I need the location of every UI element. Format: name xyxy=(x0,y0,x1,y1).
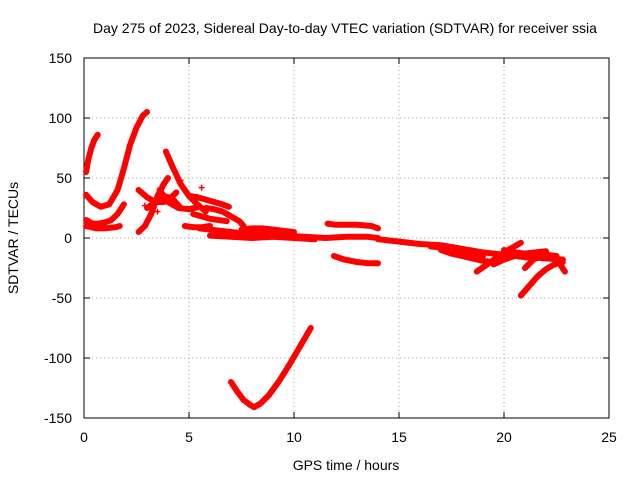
y-tick-label: 150 xyxy=(49,50,73,66)
x-tick-label: 10 xyxy=(286,429,302,445)
y-axis-label: SDTVAR / TECUs xyxy=(5,182,21,294)
series-arc15 xyxy=(207,232,318,243)
series-arc18 xyxy=(330,253,381,267)
x-tick-labels: 0 5 10 15 20 25 xyxy=(80,429,617,445)
series-arc2 xyxy=(83,109,150,210)
y-tick-labels: 150 100 50 0 -50 -100 -150 xyxy=(44,50,72,426)
x-tick-label: 20 xyxy=(496,429,512,445)
chart-title: Day 275 of 2023, Sidereal Day-to-day VTE… xyxy=(93,20,597,36)
y-tick-label: 50 xyxy=(56,170,72,186)
series-arc17 xyxy=(324,220,381,232)
scatter-point xyxy=(141,202,148,209)
series-arc9 xyxy=(156,187,203,213)
series-arc10 xyxy=(186,193,232,210)
y-tick-label: -50 xyxy=(52,290,72,306)
series-arc4 xyxy=(83,223,123,232)
x-tick-label: 15 xyxy=(391,429,407,445)
x-axis-label: GPS time / hours xyxy=(293,457,400,473)
scatter-point xyxy=(198,184,205,191)
series-arc26 xyxy=(522,251,568,275)
y-tick-label: -100 xyxy=(44,350,72,366)
series-arc25 xyxy=(517,259,566,299)
series-arc27 xyxy=(228,325,314,411)
series-arc11 xyxy=(190,211,230,225)
series-arc13 xyxy=(202,205,247,229)
series-arc22 xyxy=(473,239,524,275)
x-tick-label: 0 xyxy=(80,429,88,445)
x-tick-label: 5 xyxy=(185,429,193,445)
scatter-point xyxy=(154,208,161,215)
series-arc1 xyxy=(83,131,101,175)
y-tick-label: -150 xyxy=(44,410,72,426)
y-tick-label: 0 xyxy=(64,230,72,246)
data-series xyxy=(83,109,568,411)
y-tick-label: 100 xyxy=(49,110,73,126)
series-arc3 xyxy=(83,201,127,227)
series-arc16 xyxy=(238,225,297,235)
axis-ticks xyxy=(83,57,610,419)
scatter-point xyxy=(177,177,184,184)
series-arc21 xyxy=(438,247,495,265)
series-arc20 xyxy=(427,243,486,259)
x-tick-label: 25 xyxy=(601,429,617,445)
